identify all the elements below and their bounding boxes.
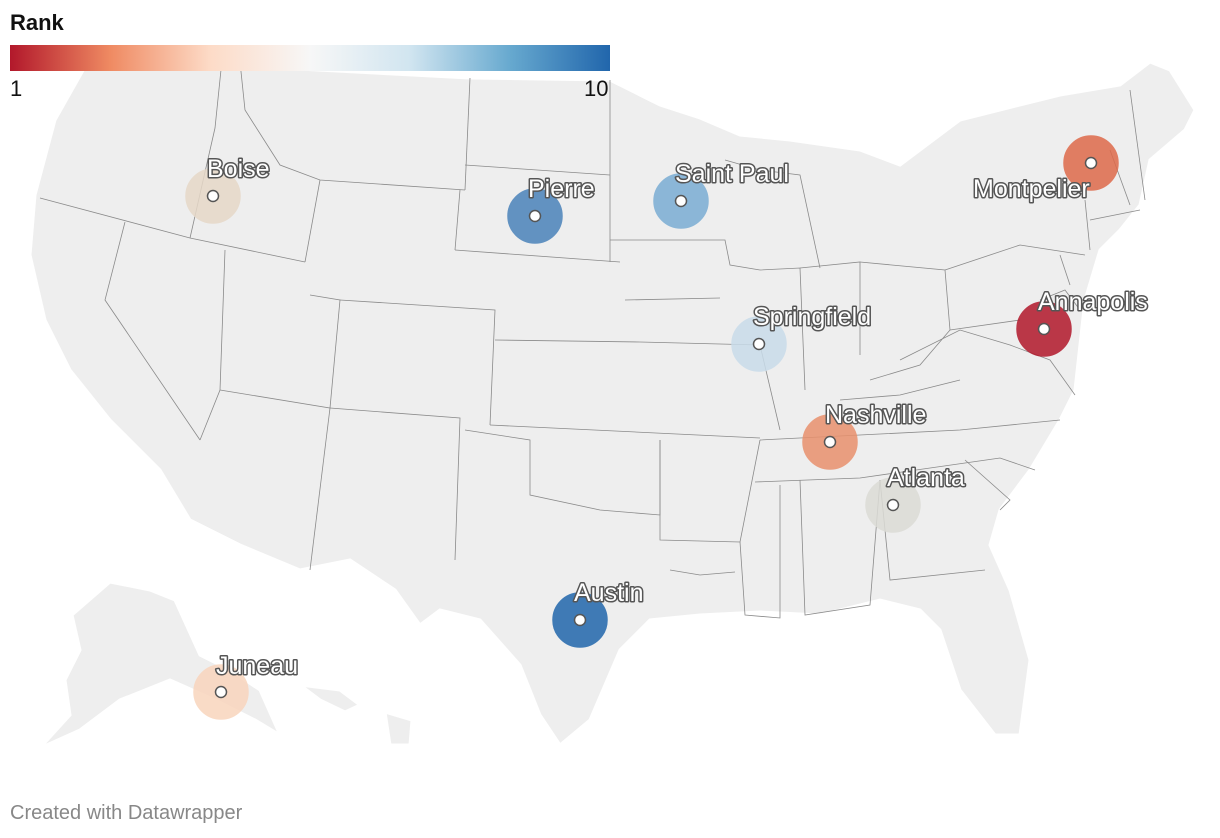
city-austin[interactable]: Austin: [552, 578, 645, 648]
city-springfield[interactable]: Springfield: [731, 302, 873, 372]
city-point-atlanta: [886, 498, 900, 512]
city-point-annapolis: [1037, 322, 1051, 336]
city-atlanta[interactable]: Atlanta: [865, 463, 966, 533]
legend-color-scale: [10, 45, 610, 71]
alaska-shape: [38, 580, 284, 750]
city-label-pierre: Pierre: [528, 175, 595, 203]
contiguous-us-shape: [28, 56, 1197, 748]
city-point-nashville: [823, 435, 837, 449]
legend-max-label: 10: [584, 76, 609, 101]
city-label-annapolis: Annapolis: [1038, 288, 1148, 316]
city-label-juneau: Juneau: [216, 652, 298, 680]
city-label-nashville: Nashville: [825, 401, 926, 429]
city-nashville[interactable]: Nashville: [802, 400, 928, 470]
hawaii-shape: [294, 682, 414, 747]
city-label-austin: Austin: [574, 579, 643, 607]
city-label-montpelier: Montpelier: [973, 175, 1090, 203]
city-juneau[interactable]: Juneau: [193, 651, 300, 720]
city-point-juneau: [214, 685, 228, 699]
city-point-springfield: [752, 337, 766, 351]
city-point-montpelier: [1084, 156, 1098, 170]
city-label-springfield: Springfield: [753, 303, 871, 331]
city-annapolis[interactable]: Annapolis: [1016, 287, 1149, 357]
legend-min-label: 1: [10, 76, 23, 101]
city-pierre[interactable]: Pierre: [507, 174, 596, 244]
legend-title: Rank: [10, 10, 64, 35]
city-point-pierre: [528, 209, 542, 223]
city-markers: Boise Pierre Saint Paul Montpelier Annap…: [185, 135, 1149, 720]
city-point-saint-paul: [674, 194, 688, 208]
city-montpelier[interactable]: Montpelier: [972, 135, 1119, 205]
city-label-saint-paul: Saint Paul: [675, 160, 789, 188]
city-label-atlanta: Atlanta: [887, 464, 965, 492]
city-saint-paul[interactable]: Saint Paul: [653, 159, 790, 229]
city-point-boise: [206, 189, 220, 203]
city-point-austin: [573, 613, 587, 627]
credit-text[interactable]: Created with Datawrapper: [10, 802, 243, 824]
city-boise[interactable]: Boise: [185, 154, 271, 224]
state-borders: [39, 59, 1146, 619]
city-label-boise: Boise: [207, 155, 270, 183]
